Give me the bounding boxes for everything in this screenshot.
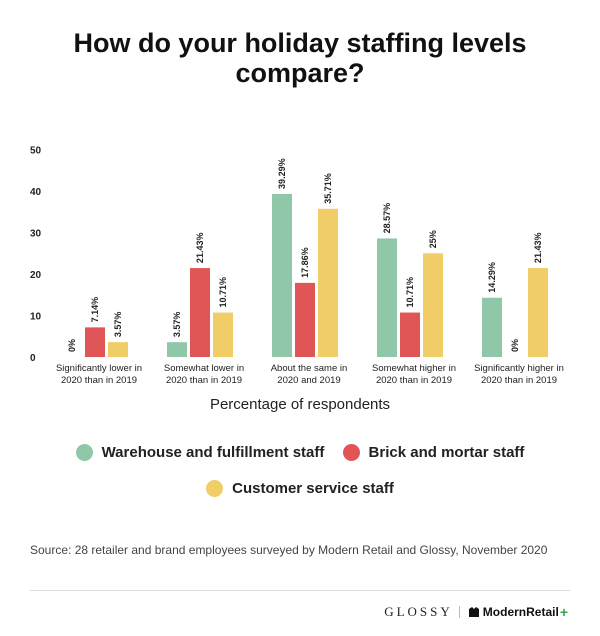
category-label: About the same in [271, 363, 348, 374]
bar-customer [318, 208, 338, 357]
legend-item-warehouse: Warehouse and fulfillment staff [75, 444, 325, 461]
legend-row-2: Customer service staff [0, 480, 600, 501]
source-note: Source: 28 retailer and brand employees … [30, 543, 548, 557]
footer-divider [30, 590, 570, 591]
footer-logos: GLOSSY ModernRetail + [384, 604, 568, 620]
data-label: 21.43% [195, 233, 205, 264]
bar-brick [190, 268, 210, 357]
category-label: Significantly higher in [474, 363, 564, 374]
data-label: 39.29% [277, 158, 287, 189]
legend-label-warehouse: Warehouse and fulfillment staff [101, 444, 325, 461]
modern-retail-plus: + [559, 604, 568, 620]
y-tick-label: 40 [30, 187, 42, 198]
data-label: 17.86% [300, 247, 310, 278]
chart-title: How do your holiday staffing levels comp… [0, 28, 600, 88]
data-label: 25% [428, 230, 438, 248]
legend-label-customer: Customer service staff [232, 480, 394, 497]
bar-warehouse [482, 297, 502, 357]
y-tick-label: 30 [30, 229, 42, 240]
data-label: 10.71% [405, 277, 415, 308]
data-label: 0% [67, 339, 77, 352]
bar-customer [108, 342, 128, 357]
bar-brick [85, 327, 105, 357]
legend-item-brick: Brick and mortar staff [342, 444, 525, 461]
data-label: 28.57% [382, 203, 392, 234]
category-label: 2020 than in 2019 [376, 375, 452, 386]
data-label: 14.29% [487, 262, 497, 293]
data-label: 7.14% [90, 297, 100, 323]
bar-customer [213, 312, 233, 357]
y-tick-label: 0 [30, 353, 36, 364]
bar-brick [400, 312, 420, 357]
category-label: Somewhat lower in [164, 363, 244, 374]
category-label: 2020 than in 2019 [166, 375, 242, 386]
data-label: 35.71% [323, 173, 333, 204]
category-label: 2020 and 2019 [277, 375, 340, 386]
category-label: Significantly lower in [56, 363, 142, 374]
bar-warehouse [167, 342, 187, 357]
legend-row-1: Warehouse and fulfillment staff Brick an… [0, 444, 600, 465]
bar-customer [528, 268, 548, 357]
legend-label-brick: Brick and mortar staff [368, 444, 525, 461]
y-tick-label: 20 [30, 270, 42, 281]
bar-customer [423, 253, 443, 357]
legend-swatch-brick [342, 444, 360, 461]
data-label: 10.71% [218, 277, 228, 308]
y-tick-label: 10 [30, 312, 42, 323]
chart-title-line-2: compare? [235, 58, 365, 88]
glossy-logo: GLOSSY [384, 604, 453, 619]
data-label: 0% [510, 339, 520, 352]
category-label: 2020 than in 2019 [61, 375, 137, 386]
bar-brick [295, 282, 315, 357]
modern-retail-logo: ModernRetail [482, 605, 559, 619]
data-label: 21.43% [533, 233, 543, 264]
legend-swatch-warehouse [75, 444, 93, 461]
chart-title-line-1: How do your holiday staffing levels [73, 28, 527, 58]
modern-retail-logo-icon [468, 607, 479, 617]
logo-separator [458, 606, 460, 618]
legend-swatch-customer [206, 480, 224, 497]
data-label: 3.57% [172, 312, 182, 338]
x-axis-label: Percentage of respondents [209, 396, 391, 413]
y-tick-label: 50 [30, 146, 42, 157]
bar-chart: 0 10 20 30 40 50 0% 3.57% 39.29% 28.57% 14.29% 7.14… [30, 146, 564, 387]
bar-warehouse [272, 193, 292, 357]
category-label: 2020 than in 2019 [481, 375, 557, 386]
data-label: 3.57% [113, 312, 123, 338]
bar-warehouse [377, 238, 397, 357]
legend-item-customer: Customer service staff [206, 480, 394, 497]
category-label: Somewhat higher in [372, 363, 456, 374]
